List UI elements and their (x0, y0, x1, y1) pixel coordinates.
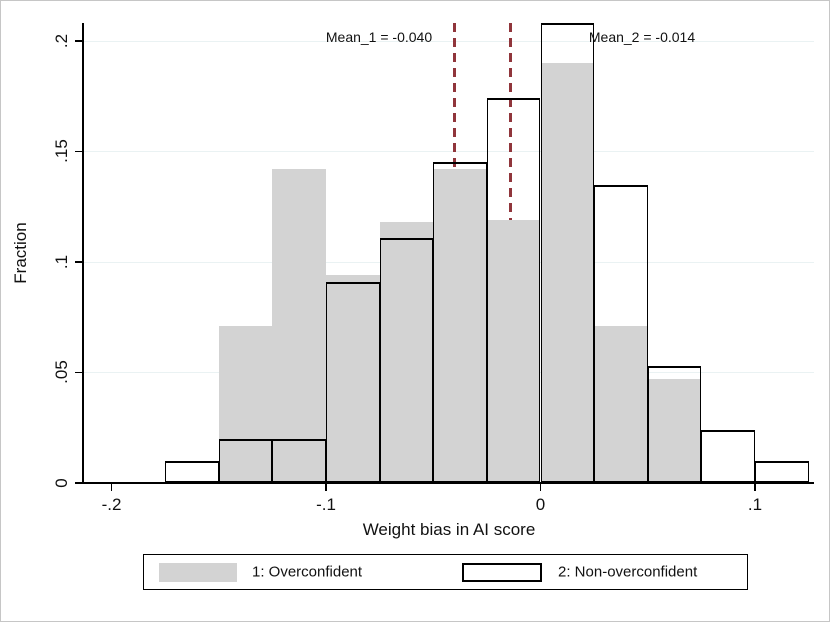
bar-overconfident (647, 379, 702, 483)
bar-non-overconfident (755, 460, 809, 483)
legend-label-overconfident: 1: Overconfident (252, 563, 363, 581)
y-tick (75, 482, 82, 484)
bar-non-overconfident (218, 438, 273, 483)
y-tick (75, 40, 82, 42)
x-tick-label: 0 (535, 495, 546, 514)
x-tick-label: -.1 (316, 495, 336, 514)
bar-overconfident (218, 326, 273, 483)
bar-overconfident (433, 169, 487, 483)
mean2-annotation: Mean_2 = -0.014 (588, 29, 696, 45)
x-tick (110, 484, 113, 491)
bar-non-overconfident (594, 184, 648, 483)
y-axis-title: Fraction (11, 222, 30, 284)
legend: 1: Overconfident 2: Non-overconfident (143, 554, 748, 590)
y-tick (75, 261, 82, 263)
bar-non-overconfident (272, 438, 326, 483)
bar-non-overconfident (486, 98, 541, 483)
y-tick (75, 371, 82, 374)
bar-non-overconfident (647, 365, 702, 483)
bar-non-overconfident (701, 429, 755, 483)
bar-overconfident (486, 219, 541, 483)
y-tick-label: .05 (52, 360, 71, 385)
bar-non-overconfident (433, 162, 487, 483)
bar-non-overconfident (379, 237, 434, 483)
legend-swatch-non-overconfident (462, 563, 542, 582)
bar-overconfident (594, 326, 648, 483)
y-axis-line (82, 23, 84, 484)
bar-overconfident (540, 62, 595, 483)
legend-swatch-overconfident (159, 563, 237, 582)
x-tick (325, 484, 327, 491)
x-tick-label: -.2 (101, 495, 122, 514)
x-tick (754, 484, 756, 491)
plot-area (84, 23, 814, 483)
bar-overconfident (379, 222, 434, 483)
gridline (84, 151, 814, 153)
mean1-annotation: Mean_1 = -0.040 (325, 29, 433, 45)
x-tick (539, 484, 542, 491)
bar-non-overconfident (165, 460, 219, 483)
x-axis-line (82, 481, 814, 484)
y-tick-label: .1 (52, 254, 71, 269)
y-tick-label: .2 (52, 33, 71, 48)
gridline (84, 40, 814, 42)
bar-non-overconfident (540, 23, 595, 483)
x-axis-title: Weight bias in AI score (362, 520, 536, 539)
bar-overconfident (326, 275, 380, 483)
y-tick-label: 0 (52, 478, 71, 488)
legend-label-non-overconfident: 2: Non-overconfident (558, 563, 698, 581)
y-tick (75, 150, 82, 153)
y-tick-label: .15 (52, 139, 71, 164)
x-tick-label: .1 (747, 495, 763, 514)
bar-overconfident (272, 169, 326, 483)
bar-non-overconfident (326, 281, 380, 483)
